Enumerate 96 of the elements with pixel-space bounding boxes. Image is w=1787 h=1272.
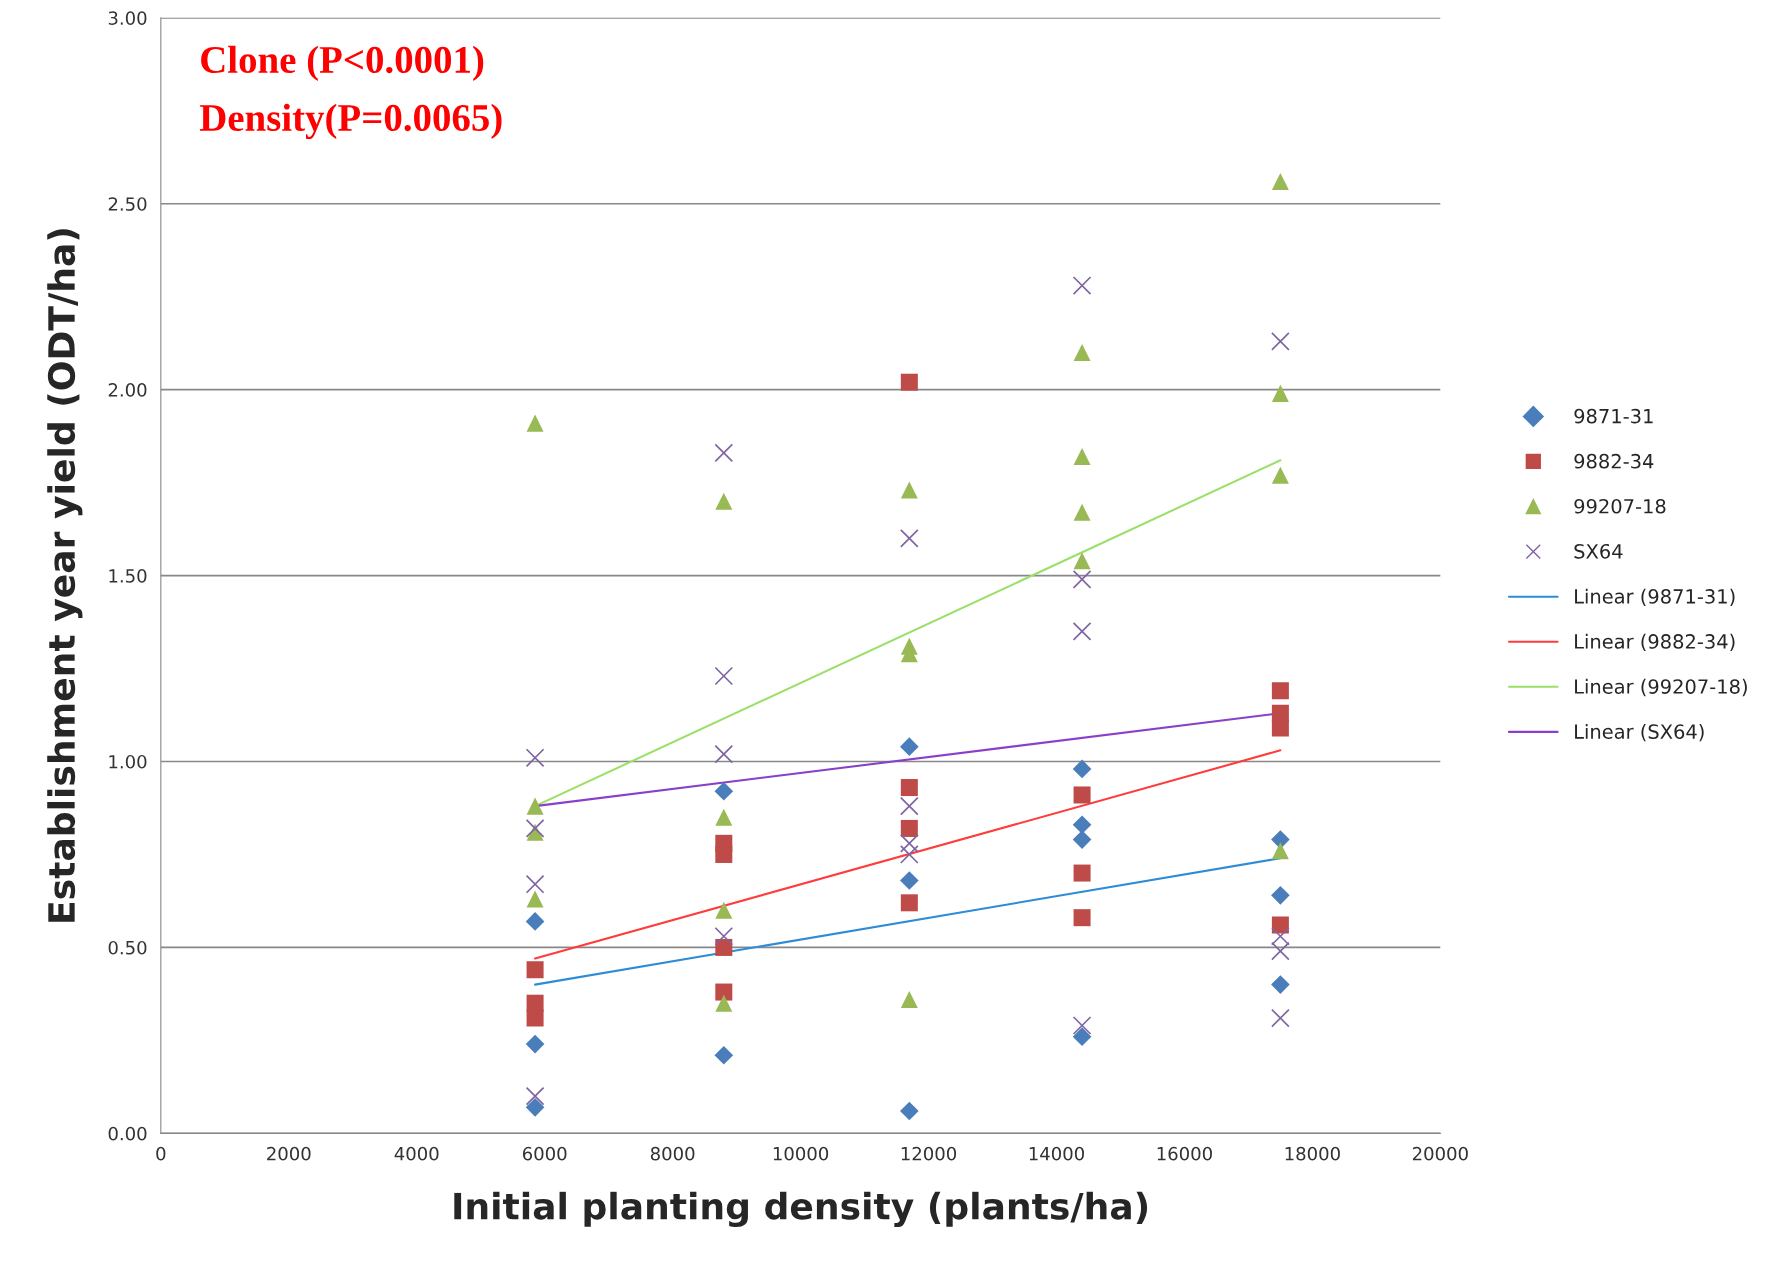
point (715, 938, 733, 956)
point (1073, 552, 1091, 570)
point (525, 1034, 545, 1054)
point (899, 833, 919, 853)
point (525, 819, 545, 838)
point (900, 481, 918, 499)
point (900, 990, 918, 1008)
legend-label: 99207-18 (1574, 498, 1666, 514)
x-tick-label: 2000 (267, 1146, 311, 1161)
point (715, 983, 733, 1001)
point (714, 781, 734, 801)
y-tick-label: 0.50 (108, 940, 147, 955)
legend-label: Linear (9882-34) (1575, 633, 1735, 652)
x-axis-title: Initial planting density (plants/ha) (454, 1191, 1148, 1228)
point (1271, 331, 1290, 351)
point (900, 779, 918, 797)
point (1271, 842, 1289, 860)
point (1072, 569, 1092, 589)
point (714, 744, 734, 764)
x-tick-label: 20000 (1412, 1146, 1468, 1161)
legend-label: 9882-34 (1574, 453, 1654, 469)
x-tick-label: 4000 (394, 1146, 439, 1161)
point (1073, 786, 1091, 804)
legend-label: Linear (SX64) (1575, 723, 1704, 742)
legend-label: Linear (99207-18) (1575, 678, 1747, 697)
point (1271, 926, 1290, 946)
point (1072, 830, 1092, 849)
point (1271, 975, 1290, 994)
point (525, 912, 545, 931)
legend-label: Linear (9871-31) (1575, 588, 1735, 607)
point (1073, 343, 1091, 361)
point (899, 796, 919, 816)
point (525, 1098, 545, 1117)
point (714, 443, 734, 463)
y-tick-label: 0.00 (108, 1126, 147, 1141)
point (1072, 1016, 1092, 1035)
point (1271, 466, 1289, 484)
x-tick-label: 0 (156, 1146, 166, 1161)
x-tick-label: 16000 (1157, 1146, 1212, 1161)
point (715, 845, 733, 863)
point (1271, 941, 1290, 961)
point (526, 961, 544, 979)
point (715, 808, 733, 826)
point (900, 894, 918, 912)
point (525, 748, 545, 768)
x-tick-label: 14000 (1029, 1146, 1084, 1161)
point (1271, 1008, 1290, 1028)
point (715, 492, 733, 510)
point (1072, 276, 1092, 295)
point (525, 874, 545, 894)
point (1072, 759, 1092, 779)
point (900, 819, 918, 837)
y-axis-title: Establishment year yield (ODT/ha) (47, 229, 83, 922)
point (1271, 682, 1289, 700)
point (714, 1045, 734, 1065)
point (1072, 815, 1092, 835)
point (1271, 384, 1289, 402)
point (1073, 448, 1091, 466)
point (1073, 503, 1091, 521)
point (526, 414, 544, 432)
point (714, 666, 734, 686)
point (1271, 886, 1290, 905)
point (900, 737, 919, 756)
point (900, 1101, 919, 1121)
y-tick-label: 1.00 (109, 754, 147, 769)
point (1271, 830, 1290, 849)
point (715, 901, 733, 919)
annotation: Density(P=0.0065) (199, 103, 502, 140)
y-tick-label: 2.50 (108, 197, 147, 211)
point (1073, 909, 1091, 927)
point (526, 890, 544, 908)
annotation: Clone (P<0.0001) (201, 45, 484, 81)
y-tick-label: 1.50 (109, 569, 147, 583)
point (1072, 622, 1092, 641)
point (900, 373, 918, 391)
point (899, 529, 919, 548)
y-tick-label: 3.00 (108, 11, 147, 25)
x-tick-label: 12000 (901, 1146, 957, 1161)
point (1271, 719, 1289, 737)
legend-label: SX64 (1574, 543, 1623, 559)
point (1073, 864, 1091, 882)
point (526, 797, 544, 815)
x-tick-label: 18000 (1285, 1146, 1340, 1161)
point (900, 871, 919, 890)
x-tick-label: 8000 (650, 1146, 695, 1161)
point (899, 845, 919, 864)
point (1072, 1027, 1092, 1046)
point (526, 1009, 544, 1027)
point (1271, 172, 1289, 190)
point (714, 926, 734, 946)
x-tick-label: 10000 (773, 1146, 829, 1161)
y-tick-label: 2.00 (108, 383, 147, 397)
legend-label: 9871-31 (1574, 408, 1653, 424)
point (715, 994, 733, 1012)
point (525, 1086, 545, 1106)
x-tick-label: 6000 (522, 1146, 567, 1161)
